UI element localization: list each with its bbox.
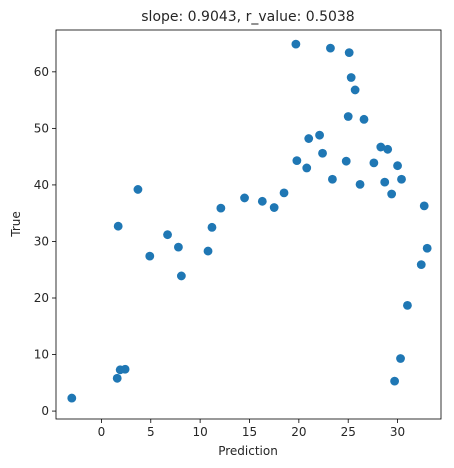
x-tick-label: 10 — [192, 425, 207, 439]
data-point — [396, 354, 405, 363]
data-point — [318, 148, 327, 158]
data-point — [174, 242, 183, 252]
data-point — [176, 271, 186, 281]
data-point — [120, 364, 130, 374]
plot-frame — [55, 29, 442, 420]
data-point — [383, 144, 393, 154]
data-point — [369, 158, 379, 168]
data-point — [292, 156, 302, 166]
y-tick-label: 0 — [41, 404, 49, 418]
data-points — [67, 39, 432, 403]
data-point — [133, 185, 143, 194]
y-tick-label: 10 — [34, 348, 49, 362]
x-axis-label: Prediction — [218, 444, 278, 458]
x-tick-label: 25 — [341, 425, 356, 439]
data-point — [203, 246, 213, 256]
data-point — [163, 230, 172, 240]
data-point — [355, 179, 365, 189]
x-tick-label: 15 — [242, 425, 257, 439]
data-point — [390, 376, 399, 386]
data-point — [376, 142, 386, 152]
data-point — [416, 260, 426, 270]
data-point — [346, 73, 356, 82]
data-point — [380, 177, 390, 187]
data-point — [344, 48, 354, 58]
y-axis-label: True — [9, 211, 23, 238]
y-tick-label: 60 — [34, 65, 49, 79]
data-point — [328, 174, 337, 184]
chart-title: slope: 0.9043, r_value: 0.5038 — [141, 9, 354, 25]
data-point — [403, 300, 412, 310]
data-point — [279, 188, 289, 198]
data-point — [304, 134, 314, 143]
x-tick-label: 0 — [98, 425, 106, 439]
data-point — [341, 156, 351, 166]
data-point — [315, 130, 324, 140]
x-tick-label: 5 — [147, 425, 155, 439]
data-point — [397, 174, 406, 184]
data-point — [422, 243, 432, 253]
data-point — [112, 373, 122, 383]
data-point — [326, 43, 335, 53]
data-point — [67, 393, 77, 403]
y-tick-label: 20 — [34, 291, 49, 305]
data-point — [393, 161, 402, 171]
data-point — [343, 112, 353, 121]
y-tick-label: 50 — [34, 121, 49, 135]
data-point — [216, 203, 226, 213]
data-point — [113, 221, 123, 231]
data-point — [145, 251, 155, 261]
data-point — [207, 222, 217, 232]
data-point — [359, 114, 369, 124]
y-tick-label: 30 — [34, 234, 49, 248]
y-tick-label: 40 — [34, 178, 49, 192]
y-axis-ticks: 0 10 20 30 40 50 60 — [34, 65, 56, 418]
data-point — [350, 85, 360, 95]
x-axis-ticks: 0 5 10 15 20 25 30 — [98, 419, 405, 439]
data-point — [257, 196, 267, 206]
data-point — [240, 193, 249, 203]
data-point — [302, 163, 312, 173]
data-point — [291, 39, 301, 49]
x-tick-label: 30 — [390, 425, 405, 439]
data-point — [269, 203, 279, 212]
x-tick-label: 20 — [291, 425, 306, 439]
data-point — [387, 189, 397, 199]
data-point — [419, 201, 429, 211]
